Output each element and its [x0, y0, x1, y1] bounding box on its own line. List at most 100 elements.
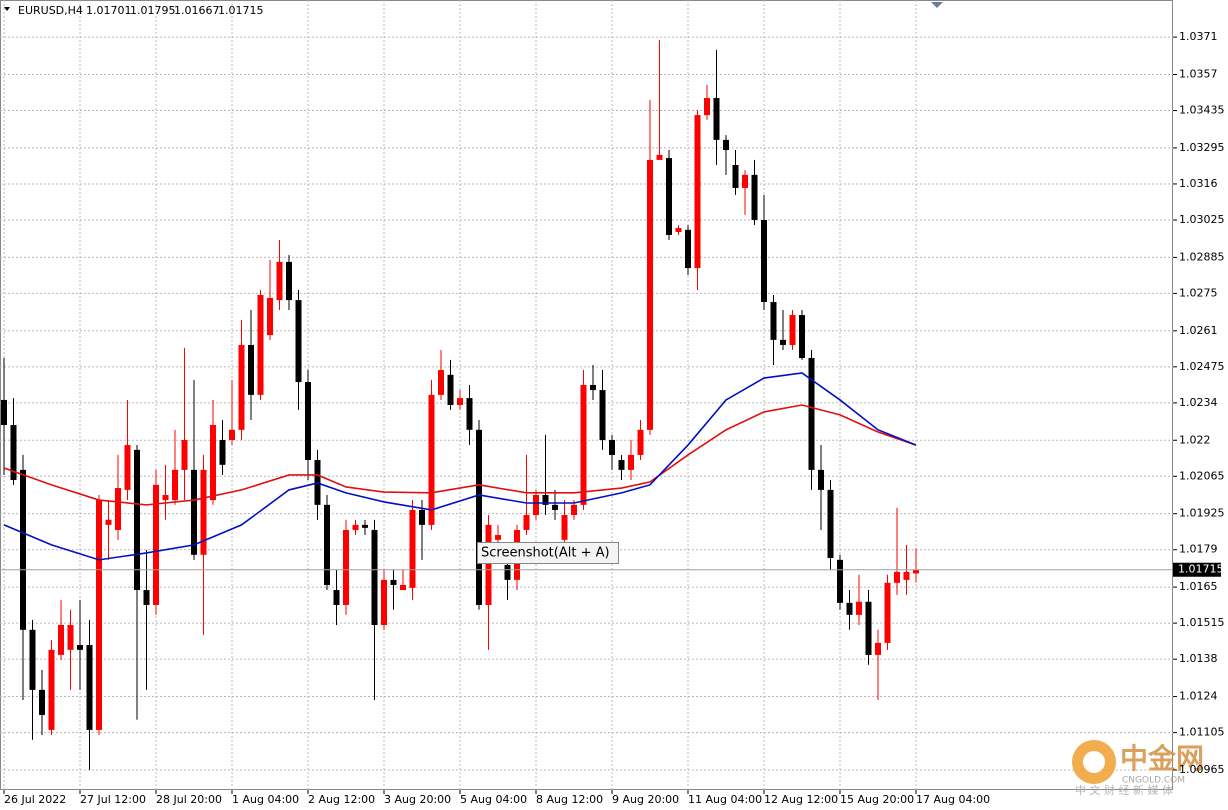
candle-body — [115, 488, 121, 530]
candle-body — [58, 625, 64, 655]
x-tick-label: 3 Aug 20:00 — [384, 793, 451, 806]
candle-body — [447, 374, 454, 406]
header-high: 1.01795 — [130, 4, 176, 17]
candle-body — [808, 358, 815, 470]
candle-body — [96, 500, 102, 730]
candle-body — [428, 394, 435, 525]
candle-body — [276, 261, 283, 301]
y-tick-label: 1.03295 — [1179, 141, 1225, 154]
candle-body — [609, 439, 615, 455]
candle-body — [694, 115, 701, 269]
y-tick-label: 1.0234 — [1179, 396, 1218, 409]
candle-body — [732, 164, 739, 188]
y-tick-label: 1.01515 — [1179, 616, 1225, 629]
candle-body — [48, 649, 55, 730]
candle-body — [780, 339, 786, 345]
candle-body — [599, 390, 606, 440]
candle-body — [181, 439, 188, 470]
candle-body — [647, 159, 653, 430]
y-tick-label: 1.02475 — [1179, 360, 1225, 373]
x-tick-label: 15 Aug 20:00 — [840, 793, 914, 806]
x-tick-label: 28 Jul 20:00 — [156, 793, 222, 806]
y-tick-label: 1.0357 — [1179, 67, 1218, 80]
candle-body — [571, 504, 577, 516]
candle-body — [476, 429, 482, 605]
x-tick-label: 11 Aug 04:00 — [688, 793, 762, 806]
candle-body — [39, 689, 45, 715]
candle-body — [257, 295, 264, 395]
candle-body — [390, 579, 397, 585]
candle-body — [172, 469, 178, 501]
candle-body — [913, 569, 919, 574]
x-tick-label: 26 Jul 2022 — [4, 793, 66, 806]
candle-body — [1, 399, 7, 426]
candle-body — [20, 469, 26, 630]
candle-body — [162, 494, 169, 501]
x-tick-label: 2 Aug 12:00 — [308, 793, 375, 806]
candle-body — [86, 645, 93, 730]
candle-body — [580, 384, 587, 505]
candle-body — [542, 494, 549, 505]
moving-average — [3, 404, 917, 506]
candle-body — [637, 429, 644, 455]
candle-body — [381, 579, 387, 626]
candle-body — [267, 297, 273, 336]
candle-body — [238, 344, 245, 430]
candle-body — [618, 460, 625, 470]
candle-body — [466, 398, 473, 430]
candle-body — [143, 590, 150, 605]
candle-body — [656, 154, 663, 160]
candle-body — [818, 469, 824, 490]
candle-body — [590, 384, 596, 391]
candle-body — [523, 515, 530, 530]
candle-body — [352, 524, 359, 530]
candle-body — [10, 425, 17, 481]
candle-body — [457, 398, 463, 406]
candle-body — [400, 584, 406, 591]
y-tick-label: 1.01105 — [1179, 726, 1225, 739]
y-tick-label: 1.02065 — [1179, 469, 1225, 482]
tooltip-box — [477, 542, 619, 564]
candle-body — [485, 524, 492, 605]
price-label: 1.01715 — [1178, 563, 1224, 576]
candle-body — [799, 315, 805, 359]
y-tick-label: 1.0138 — [1179, 652, 1218, 665]
candle-body — [504, 564, 511, 580]
candle-body — [846, 602, 853, 615]
candle-body — [713, 97, 720, 140]
candle-body — [286, 261, 292, 301]
candle-body — [685, 229, 691, 269]
candle-body — [561, 515, 568, 540]
candle-body — [770, 301, 777, 340]
x-tick-label: 12 Aug 12:00 — [764, 793, 838, 806]
candle-body — [675, 228, 682, 233]
candle-body — [827, 489, 834, 558]
y-tick-label: 1.0275 — [1179, 286, 1218, 299]
y-tick-label: 1.0316 — [1179, 177, 1218, 190]
candle-body — [362, 524, 368, 528]
candle-body — [419, 509, 425, 525]
candle-body — [628, 454, 634, 470]
x-tick-label: 9 Aug 20:00 — [612, 793, 679, 806]
candle-body — [704, 97, 710, 116]
scroll-marker — [931, 2, 943, 8]
symbol: EURUSD,H4 — [18, 4, 83, 17]
price-label-box — [1173, 562, 1221, 577]
x-tick-label: 27 Jul 12:00 — [80, 793, 146, 806]
y-tick-label: 1.02885 — [1179, 250, 1225, 263]
candle-body — [200, 469, 207, 555]
candle-body — [751, 174, 758, 220]
moving-average — [3, 372, 917, 561]
y-tick-label: 1.0124 — [1179, 690, 1218, 703]
candle-body — [552, 504, 558, 510]
y-tick-label: 1.01925 — [1179, 507, 1225, 520]
watermark-logo-core — [1083, 751, 1105, 773]
watermark: 中金网 CNGOLD.COM 中 文 财 经 新 媒 体 — [1072, 740, 1204, 797]
candle-body — [324, 504, 330, 585]
candle-body — [219, 439, 226, 465]
y-tick-label: 1.03025 — [1179, 213, 1225, 226]
header-open: 1.01701 — [86, 4, 132, 17]
x-tick-label: 17 Aug 04:00 — [916, 793, 990, 806]
candle-body — [134, 449, 140, 591]
